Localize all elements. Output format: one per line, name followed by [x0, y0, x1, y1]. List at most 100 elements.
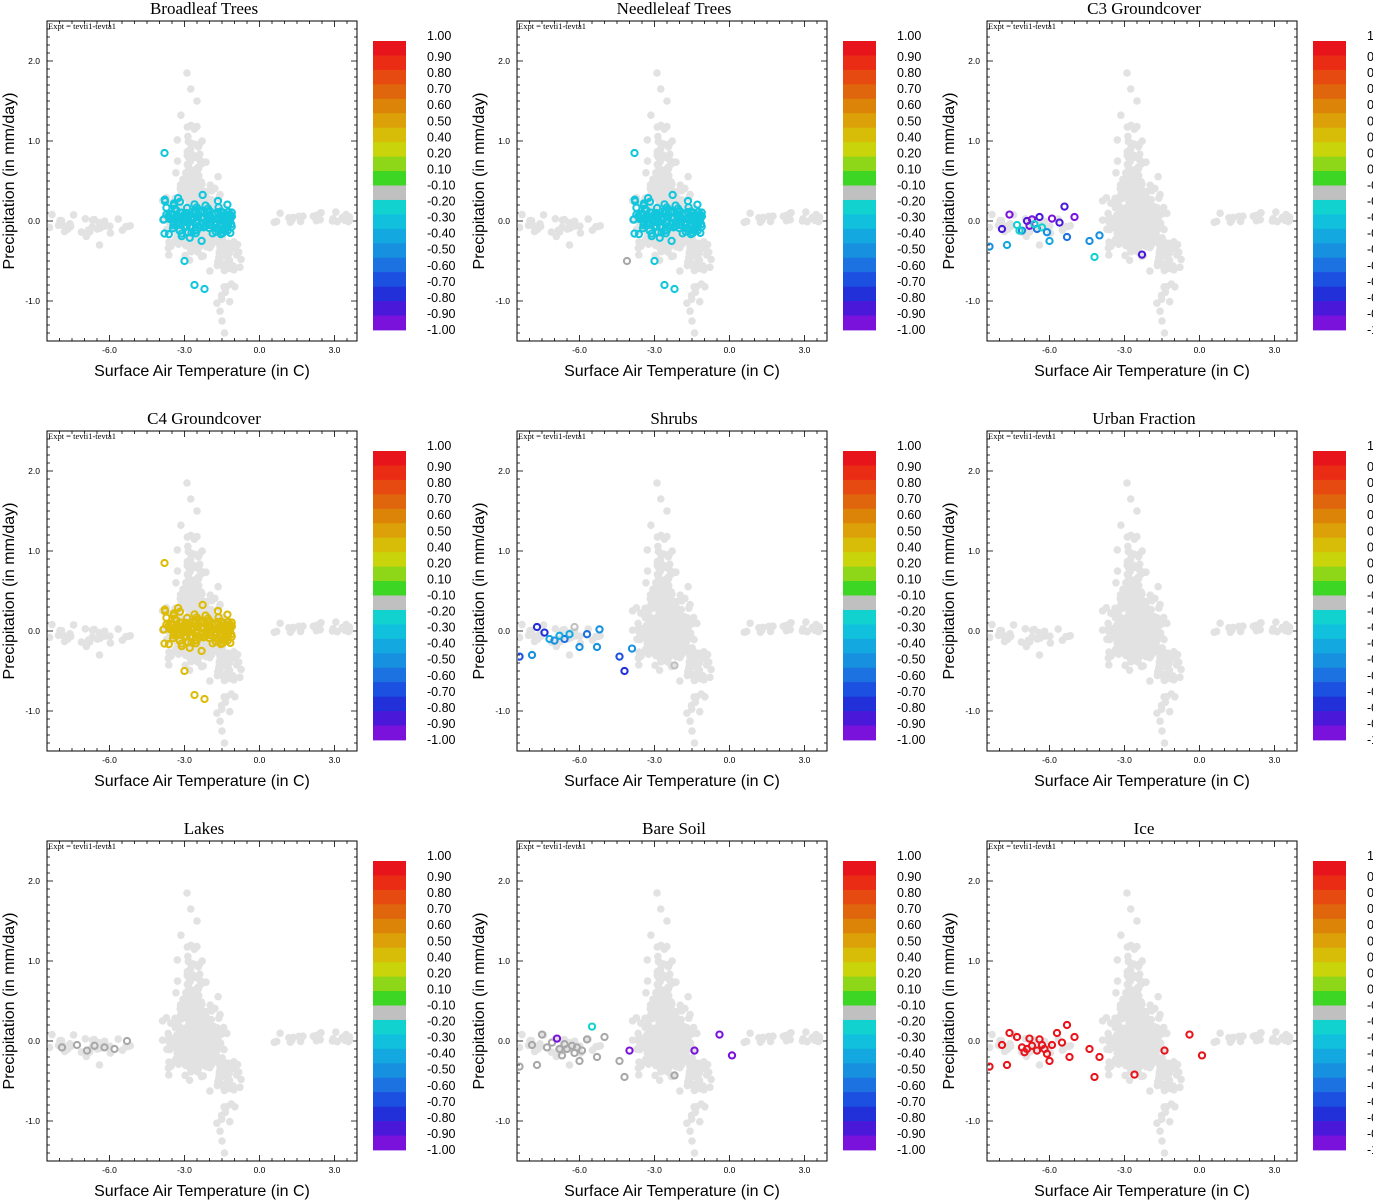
background-point — [1098, 197, 1107, 205]
colorbar: 1.00 0.90 0.80 0.70 0.60 0.50 0.40 0.20 0.10 -0.1… — [843, 29, 926, 337]
data-point — [1085, 236, 1094, 246]
background-point — [345, 623, 354, 631]
background-point — [1155, 194, 1163, 202]
x-tick-label: -6.0 — [1042, 345, 1057, 355]
background-point — [684, 238, 692, 247]
y-tick-label: -1.0 — [495, 706, 510, 716]
colorbar-segment — [373, 682, 406, 698]
colorbar-label: -0.80 — [427, 291, 456, 305]
experiment-label: Expt = tevti1-tevta1 — [48, 431, 116, 441]
background-point — [662, 637, 671, 645]
colorbar-segment — [373, 142, 406, 157]
colorbar-segment — [1313, 199, 1346, 215]
background-point — [665, 653, 673, 662]
background-point — [88, 633, 97, 641]
background-point — [684, 172, 692, 181]
data-point — [1095, 231, 1104, 240]
data-point — [198, 190, 207, 200]
background-point — [660, 563, 669, 572]
background-point — [190, 125, 199, 133]
x-tick-label: 0.0 — [724, 345, 736, 355]
background-point — [665, 243, 673, 252]
background-point — [225, 256, 234, 264]
colorbar-segment — [373, 479, 406, 495]
colorbar-label: 1.00 — [427, 29, 451, 43]
background-point — [675, 629, 684, 638]
data-point — [643, 215, 652, 224]
colorbar-segment — [843, 638, 876, 654]
background-point — [539, 621, 548, 629]
colorbar-segment — [1313, 41, 1346, 56]
background-point — [634, 251, 643, 259]
colorbar-segment — [843, 581, 876, 596]
background-point — [180, 239, 189, 247]
colorbar-segment — [843, 595, 876, 611]
background-point — [220, 739, 229, 747]
background-point — [69, 621, 78, 629]
colorbar-segment — [843, 84, 876, 100]
background-point — [518, 210, 526, 219]
data-point — [199, 628, 208, 637]
data-point — [1015, 226, 1024, 235]
background-point — [691, 247, 699, 256]
colorbar-label: -0.60 — [427, 259, 456, 273]
y-tick-label: 1.0 — [498, 546, 510, 556]
colorbar-label: 0.40 — [897, 540, 921, 554]
background-point — [1212, 217, 1221, 226]
experiment-label: Expt = tevti1-tevta1 — [518, 431, 586, 441]
background-point — [1113, 136, 1122, 144]
data-point — [160, 607, 170, 616]
background-point — [106, 229, 115, 237]
data-point — [997, 224, 1007, 234]
data-point — [1030, 220, 1039, 229]
background-point — [81, 624, 90, 633]
y-tick-label: 0.0 — [498, 216, 510, 226]
background-point — [689, 613, 698, 622]
colorbar-label: 0.90 — [1367, 50, 1373, 64]
background-point — [95, 241, 104, 249]
colorbar-label: -0.90 — [427, 307, 456, 321]
colorbar-label: 0.60 — [897, 508, 921, 522]
data-point — [164, 230, 174, 239]
background-point — [1165, 256, 1174, 264]
background-point — [1155, 255, 1164, 263]
background-point — [199, 662, 208, 670]
data-point — [197, 236, 206, 246]
colorbar-segment — [373, 84, 406, 100]
background-point — [1126, 145, 1135, 153]
colorbar-label: -0.30 — [897, 211, 926, 225]
background-point — [81, 214, 90, 223]
background-point — [1146, 267, 1154, 275]
y-tick-label: 0.0 — [28, 216, 40, 226]
colorbar-label: 0.90 — [427, 460, 451, 474]
background-point — [48, 620, 56, 629]
colorbar-segment — [843, 667, 876, 683]
colorbar-segment — [843, 199, 876, 215]
background-point — [547, 228, 556, 236]
background-point — [1131, 196, 1140, 205]
background-point — [656, 579, 665, 588]
data-point — [615, 652, 624, 661]
x-tick-label: 3.0 — [799, 755, 811, 765]
data-point — [630, 197, 640, 206]
background-point — [693, 619, 701, 628]
background-point — [1236, 217, 1245, 226]
colorbar-label: -0.30 — [897, 621, 926, 635]
background-point — [642, 578, 650, 587]
data-point — [627, 644, 637, 653]
colorbar-segment — [373, 523, 406, 539]
background-point — [1123, 160, 1132, 169]
colorbar-segment — [843, 55, 876, 71]
data-point — [632, 210, 641, 219]
background-point — [690, 739, 699, 747]
background-point — [691, 241, 700, 249]
colorbar-segment — [843, 257, 876, 273]
data-point — [657, 228, 666, 237]
background-point — [1125, 666, 1134, 675]
colorbar-label: -0.60 — [427, 669, 456, 683]
background-point — [686, 717, 694, 725]
background-point — [667, 610, 676, 618]
background-point — [177, 521, 185, 530]
background-point — [685, 604, 693, 612]
colorbar-segment — [373, 199, 406, 215]
